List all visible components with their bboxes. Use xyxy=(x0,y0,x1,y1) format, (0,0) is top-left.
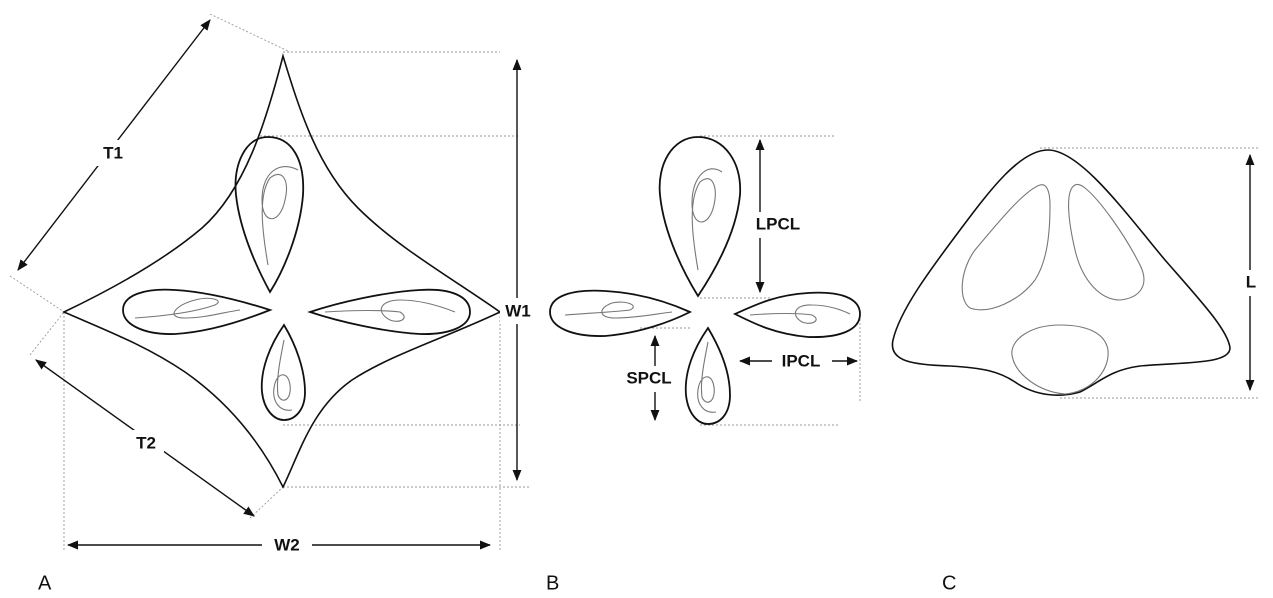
guide-lines xyxy=(1040,148,1258,398)
petal xyxy=(123,290,270,334)
dimension-label: T2 xyxy=(136,433,156,452)
petal-detail xyxy=(565,302,672,318)
petal-detail xyxy=(274,340,292,410)
dimension-label: IPCL xyxy=(782,351,821,370)
petal xyxy=(262,325,305,420)
petal-detail xyxy=(262,167,298,265)
nose-outline xyxy=(892,150,1230,395)
panel-b: LPCL SPCL IPCL B xyxy=(546,136,860,594)
petal-detail xyxy=(325,300,455,321)
dimension-label: W1 xyxy=(505,301,531,320)
panel-label: A xyxy=(38,572,52,594)
petal xyxy=(236,137,304,292)
panel-c: L C xyxy=(892,148,1262,594)
petal-detail xyxy=(135,298,240,318)
dimension-label: LPCL xyxy=(756,214,800,233)
outline-detail xyxy=(1069,184,1144,300)
outline-detail xyxy=(962,185,1050,310)
dimension-label: T1 xyxy=(103,143,123,162)
panel-a: T1 T2 W1 W2 A xyxy=(10,14,536,594)
petal-detail xyxy=(692,169,722,270)
petal-detail xyxy=(698,342,716,412)
diagram: T1 T2 W1 W2 A LPCL SPCL IPCL B L C xyxy=(0,0,1273,598)
panel-label: B xyxy=(546,572,559,594)
petal-detail xyxy=(750,305,850,323)
guide-lines xyxy=(10,14,530,552)
dimension-label: SPCL xyxy=(626,368,671,387)
petal xyxy=(660,137,741,296)
petal xyxy=(550,291,690,336)
panel-label: C xyxy=(942,572,956,594)
dimension-label: W2 xyxy=(274,535,300,554)
dimension-label: L xyxy=(1246,272,1256,291)
